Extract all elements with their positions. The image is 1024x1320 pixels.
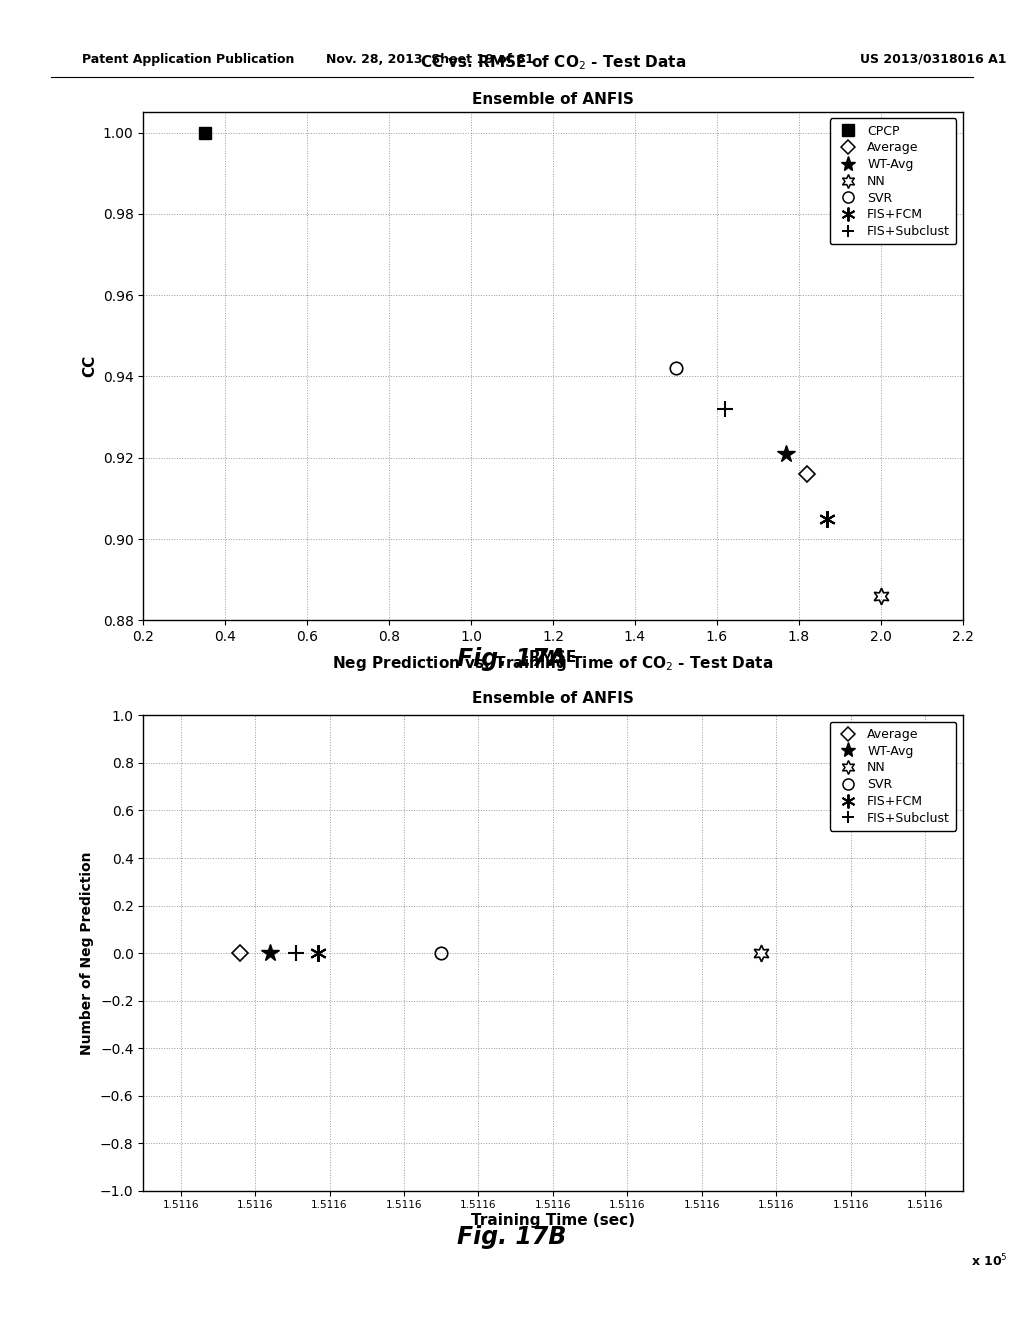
Text: Fig. 17A: Fig. 17A bbox=[457, 647, 567, 671]
Y-axis label: CC: CC bbox=[82, 355, 97, 378]
Text: x 10$^5$: x 10$^5$ bbox=[971, 1253, 1008, 1269]
Text: Ensemble of ANFIS: Ensemble of ANFIS bbox=[472, 92, 634, 107]
Text: CC vs. RMSE of CO$_2$ - Test Data: CC vs. RMSE of CO$_2$ - Test Data bbox=[420, 53, 686, 71]
Y-axis label: Number of Neg Prediction: Number of Neg Prediction bbox=[81, 851, 94, 1055]
Text: Fig. 17B: Fig. 17B bbox=[458, 1225, 566, 1249]
Text: Neg Prediction vs. Training Time of CO$_2$ - Test Data: Neg Prediction vs. Training Time of CO$_… bbox=[333, 653, 773, 673]
Legend: Average, WT-Avg, NN, SVR, FIS+FCM, FIS+Subclust: Average, WT-Avg, NN, SVR, FIS+FCM, FIS+S… bbox=[829, 722, 956, 832]
Legend: CPCP, Average, WT-Avg, NN, SVR, FIS+FCM, FIS+Subclust: CPCP, Average, WT-Avg, NN, SVR, FIS+FCM,… bbox=[829, 119, 956, 244]
X-axis label: Training Time (sec): Training Time (sec) bbox=[471, 1213, 635, 1228]
Text: Ensemble of ANFIS: Ensemble of ANFIS bbox=[472, 690, 634, 706]
X-axis label: RMSE: RMSE bbox=[528, 649, 578, 665]
Text: Nov. 28, 2013  Sheet 19 of 61: Nov. 28, 2013 Sheet 19 of 61 bbox=[326, 53, 535, 66]
Text: US 2013/0318016 A1: US 2013/0318016 A1 bbox=[860, 53, 1007, 66]
Text: Patent Application Publication: Patent Application Publication bbox=[82, 53, 294, 66]
